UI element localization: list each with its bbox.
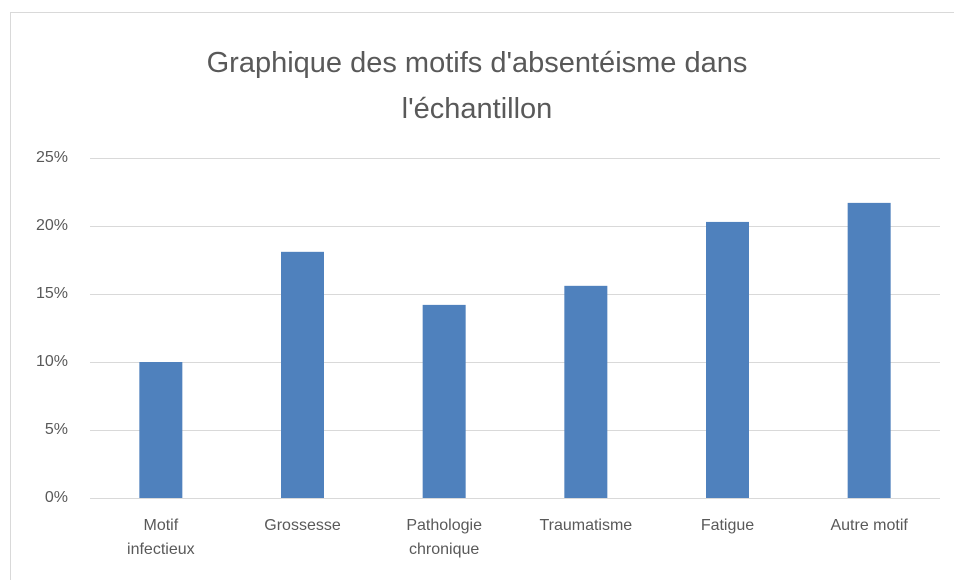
- x-tick-label: Motif infectieux: [127, 517, 195, 558]
- y-tick-label: 15%: [36, 285, 68, 302]
- y-tick-label: 0%: [45, 489, 68, 506]
- x-tick-label: Autre motif: [830, 517, 908, 534]
- x-tick-label: Traumatisme: [539, 517, 633, 534]
- bar: [564, 285, 608, 498]
- x-tick-label: Pathologie chronique: [406, 517, 482, 558]
- bar: [847, 202, 891, 498]
- x-tick-label: Grossesse: [264, 517, 341, 534]
- y-tick-label: 25%: [36, 149, 68, 166]
- bar: [281, 251, 324, 498]
- bar: [139, 362, 183, 498]
- chart-title: Graphique des motifs d'absentéisme dans …: [206, 47, 748, 125]
- y-tick-label: 10%: [36, 353, 68, 370]
- bar: [706, 221, 749, 499]
- x-tick-label: Fatigue: [700, 517, 755, 534]
- y-tick-label: 20%: [36, 217, 68, 234]
- bar: [422, 304, 466, 498]
- y-tick-label: 5%: [45, 421, 68, 438]
